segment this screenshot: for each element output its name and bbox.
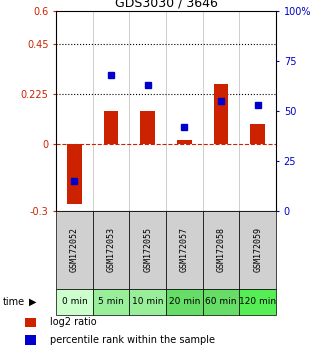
Text: 0 min: 0 min [62,297,87,306]
Text: GSM172058: GSM172058 [217,227,226,272]
Bar [166,211,203,289]
Bar [166,289,203,315]
Bar [177,139,192,144]
Text: 10 min: 10 min [132,297,163,306]
Text: time: time [3,297,25,307]
Bar [141,110,155,144]
Text: GSM172053: GSM172053 [107,227,116,272]
Text: percentile rank within the sample: percentile rank within the sample [50,335,215,345]
Bar [203,289,239,315]
Text: GSM172057: GSM172057 [180,227,189,272]
Bar [25,335,36,345]
Bar [129,289,166,315]
Text: 120 min: 120 min [239,297,276,306]
Bar [67,144,82,204]
Bar [25,318,36,327]
Title: GDS3030 / 3646: GDS3030 / 3646 [115,0,218,10]
Bar [239,289,276,315]
Bar [203,211,239,289]
Text: log2 ratio: log2 ratio [50,318,97,327]
Bar [250,124,265,144]
Bar [93,289,129,315]
Text: 5 min: 5 min [98,297,124,306]
Bar [104,110,118,144]
Bar [56,289,93,315]
Bar [214,84,229,144]
Text: GSM172052: GSM172052 [70,227,79,272]
Text: ▶: ▶ [29,297,36,307]
Text: GSM172059: GSM172059 [253,227,262,272]
Bar [56,211,93,289]
Text: 60 min: 60 min [205,297,237,306]
Text: 20 min: 20 min [169,297,200,306]
Bar [239,211,276,289]
Bar [93,211,129,289]
Bar [129,211,166,289]
Text: GSM172055: GSM172055 [143,227,152,272]
